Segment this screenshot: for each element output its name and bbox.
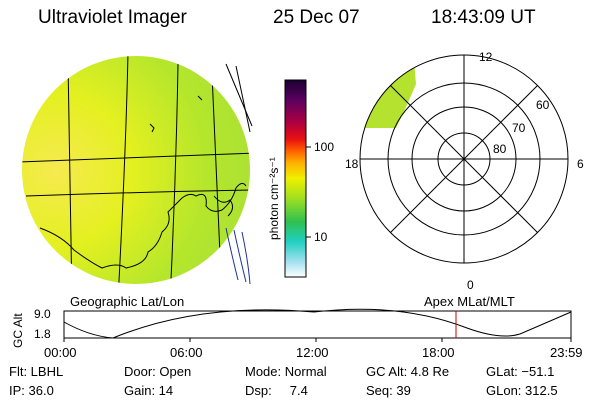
filter-status: Flt: LBHL [9,364,64,379]
mlt-label-12: 12 [479,50,493,64]
geographic-panel-label: Geographic Lat/Lon [70,294,185,309]
alt-tick-1-8: 1.8 [34,327,51,341]
time-tick-1800: 18:00 [422,345,455,360]
image-time: 18:43:09 UT [431,7,536,28]
color-bar: 100 10 photon cm⁻²s⁻¹ [267,79,334,278]
gain-status: Gain: 14 [124,383,174,398]
ip-status: IP: 36.0 [9,383,54,398]
mlt-label-6: 6 [577,157,584,171]
alt-axis-label: GC Alt [11,313,25,348]
mode-status: Mode: Normal [245,364,327,379]
color-scale [284,79,307,278]
image-title: Ultraviolet Imager [38,7,187,28]
magnetic-panel-label: Apex MLat/MLT [424,294,515,309]
time-tick-1200: 12:00 [296,345,329,360]
earth-disk [22,56,250,284]
polar-plot: 12 18 6 0 60 70 80 [345,50,584,292]
time-tick-0000: 00:00 [44,345,77,360]
mlt-label-18: 18 [345,157,359,171]
boundary-lines [225,227,251,285]
mlt-label-0: 0 [467,278,474,292]
colorbar-tick-100: 100 [314,140,334,154]
colorbar-unit-label: photon cm⁻²s⁻¹ [267,157,281,240]
geographic-image [22,56,253,285]
mlat-label-70: 70 [512,121,526,135]
image-date: 25 Dec 07 [273,7,360,28]
mlat-label-60: 60 [536,98,550,112]
gc-alt-status: GC Alt: 4.8 Re [366,364,450,379]
colorbar-tick-10: 10 [314,230,328,244]
altitude-curve [63,308,572,339]
door-status: Door: Open [124,364,192,379]
dsp-status: Dsp: 7.4 [245,383,308,398]
time-tick-0600: 06:00 [170,345,203,360]
time-tick-2359: 23:59 [550,345,583,360]
seq-status: Seq: 39 [366,383,411,398]
altitude-frame [63,310,572,339]
glat-status: GLat: −51.1 [486,364,555,379]
glon-status: GLon: 312.5 [486,383,558,398]
mlat-label-80: 80 [493,142,507,156]
alt-tick-9: 9.0 [34,307,51,321]
altitude-strip: 9.0 1.8 GC Alt [11,307,572,348]
coastlines [39,63,253,269]
